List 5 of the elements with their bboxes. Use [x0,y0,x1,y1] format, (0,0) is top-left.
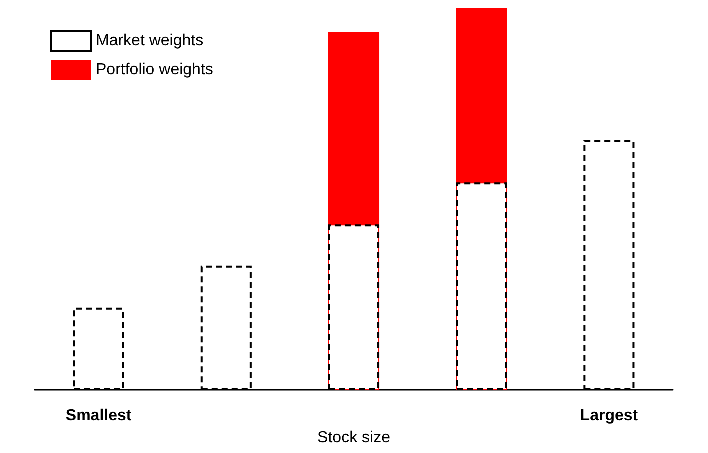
legend-label: Portfolio weights [96,62,214,78]
legend-label: Market weights [96,32,204,50]
x-axis-title: Stock size [318,430,391,446]
x-tick-label: Largest [580,408,639,424]
x-tick-label: Smallest [66,408,132,424]
